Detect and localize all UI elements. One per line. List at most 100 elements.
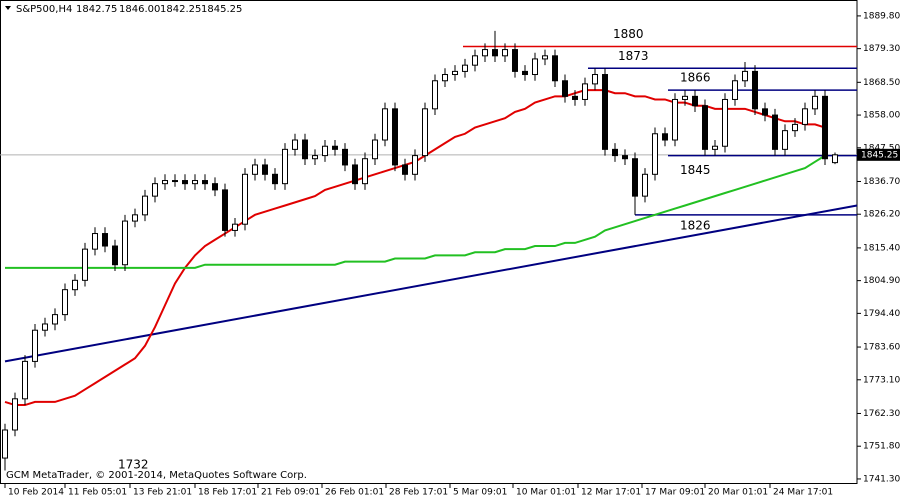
y-tick-label: 1868.50 (863, 78, 900, 88)
candle-body (472, 55, 478, 66)
candle-body (162, 180, 168, 185)
candle-body (212, 183, 218, 191)
y-tick-label: 1783.60 (863, 343, 900, 353)
candle-body (32, 329, 38, 362)
candle-body (332, 145, 338, 150)
candle-body (402, 164, 408, 175)
candle-body (72, 279, 78, 291)
x-tick-label: 28 Feb 17:01 (389, 488, 448, 498)
candle-body (22, 360, 28, 400)
x-tick-label: 17 Mar 09:01 (645, 488, 705, 498)
candle-body (482, 49, 488, 57)
candle-body (362, 158, 368, 185)
y-tick-label: 1751.80 (863, 442, 900, 452)
candle-body (802, 108, 808, 125)
plot-frame (0, 0, 858, 484)
x-tick-label: 18 Feb 17:01 (198, 488, 257, 498)
candle-body (552, 55, 558, 82)
y-tick-label: 1741.30 (863, 474, 900, 484)
candle-body (252, 164, 258, 175)
candle-body (202, 180, 208, 185)
candle-body (42, 323, 48, 331)
candle-body (12, 398, 18, 431)
candle-body (392, 108, 398, 166)
candle-body (152, 183, 158, 197)
header-low: 1842.25 (160, 4, 201, 15)
y-tick-label: 1847.50 (863, 143, 900, 153)
candle-body (412, 155, 418, 175)
candle-body (312, 155, 318, 160)
trendline (4, 204, 858, 363)
level-label: 1845 (680, 163, 711, 177)
x-tick-label: 11 Feb 05:01 (68, 488, 127, 498)
candle-body (272, 173, 278, 185)
level-label: 1866 (680, 71, 711, 85)
header-close: 1845.25 (201, 4, 242, 15)
candle-body (602, 74, 608, 150)
level-label: 1880 (613, 27, 644, 41)
y-tick-label: 1762.30 (863, 409, 900, 419)
annotation: 1732 (118, 458, 149, 472)
y-tick-label: 1826.20 (863, 210, 900, 220)
candle-body (122, 220, 128, 266)
candle-body (92, 233, 98, 250)
y-tick-label: 1836.70 (863, 177, 900, 187)
candle-body (502, 49, 508, 57)
candle-body (382, 108, 388, 141)
candle-body (742, 70, 748, 82)
candle-body (242, 173, 248, 225)
moving-average (5, 154, 826, 269)
candle-body (762, 108, 768, 116)
candle-body (572, 95, 578, 100)
candle-body (82, 248, 88, 281)
level-label: 1873 (618, 49, 649, 63)
candle-body (752, 70, 758, 110)
y-tick-label: 1879.30 (863, 44, 900, 54)
symbol: S&P500,H4 (16, 4, 72, 15)
candle-body (452, 70, 458, 76)
candle-body (132, 214, 138, 222)
candle-body (52, 314, 58, 325)
candle-body (542, 55, 548, 60)
x-tick-label: 20 Mar 01:01 (708, 488, 768, 498)
candle-body (652, 133, 658, 175)
candle-body (432, 80, 438, 110)
candle-body (722, 98, 728, 147)
candle-body (102, 233, 108, 247)
footer: GCM MetaTrader, © 2001-2014, MetaQuotes … (6, 470, 307, 481)
candle-body (302, 139, 308, 160)
candle-body (782, 130, 788, 150)
candle-body (622, 155, 628, 160)
candle-body (112, 245, 118, 266)
candle-body (292, 139, 298, 150)
candle-body (62, 289, 68, 316)
candle-body (182, 180, 188, 185)
y-tick-label: 1889.80 (863, 11, 900, 21)
header-high: 1846.00 (119, 4, 160, 15)
candle-body (682, 95, 688, 100)
menu-arrow[interactable] (5, 6, 11, 10)
x-tick-label: 10 Feb 2014 (8, 488, 64, 498)
candle-body (712, 145, 718, 150)
candle-body (512, 49, 518, 72)
candle-body (192, 180, 198, 185)
y-tick-label: 1804.90 (863, 276, 900, 286)
x-tick-label: 10 Mar 01:01 (516, 488, 576, 498)
price-box-label: 1845.25 (861, 150, 898, 160)
candle-body (832, 154, 838, 164)
candle-body (692, 95, 698, 107)
candle-body (492, 49, 498, 57)
candle-body (422, 108, 428, 157)
x-tick-label: 12 Mar 17:01 (581, 488, 641, 498)
candle-body (142, 195, 148, 216)
candle-body (642, 173, 648, 197)
y-tick-label: 1858.00 (863, 111, 900, 121)
candle-body (562, 80, 568, 97)
candle-body (632, 158, 638, 197)
y-tick-label: 1794.40 (863, 309, 900, 319)
price-box (857, 148, 900, 161)
y-tick-label: 1815.40 (863, 243, 900, 253)
candle-body (462, 64, 468, 72)
